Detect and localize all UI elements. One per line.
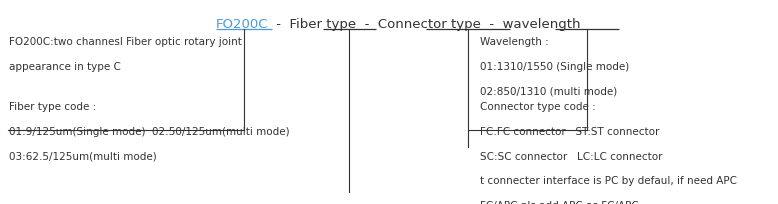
Text: FO200C:two channesl Fiber optic rotary joint: FO200C:two channesl Fiber optic rotary j… — [9, 37, 242, 47]
Text: -  Fiber type  -  Connector type  -  wavelength: - Fiber type - Connector type - waveleng… — [272, 18, 581, 31]
Text: Wavelength :: Wavelength : — [480, 37, 548, 47]
Text: Connector type code :: Connector type code : — [480, 102, 596, 112]
Text: SC:SC connector   LC:LC connector: SC:SC connector LC:LC connector — [480, 151, 663, 161]
Text: appearance in type C: appearance in type C — [9, 61, 121, 71]
Text: 01:1310/1550 (Single mode): 01:1310/1550 (Single mode) — [480, 61, 629, 71]
Text: FC:FC connector   ST:ST connector: FC:FC connector ST:ST connector — [480, 126, 660, 136]
Text: FO200C: FO200C — [216, 18, 268, 31]
Text: FC/APC pls add APC,as FC/APC: FC/APC pls add APC,as FC/APC — [480, 200, 639, 204]
Text: Fiber type code :: Fiber type code : — [9, 102, 96, 112]
Text: 01:9/125um(Single mode)  02:50/125um(multi mode): 01:9/125um(Single mode) 02:50/125um(mult… — [9, 126, 290, 136]
Text: 02:850/1310 (multi mode): 02:850/1310 (multi mode) — [480, 86, 617, 96]
Text: t connecter interface is PC by defaul, if need APC: t connecter interface is PC by defaul, i… — [480, 175, 737, 185]
Text: 03:62.5/125um(multi mode): 03:62.5/125um(multi mode) — [9, 151, 157, 161]
